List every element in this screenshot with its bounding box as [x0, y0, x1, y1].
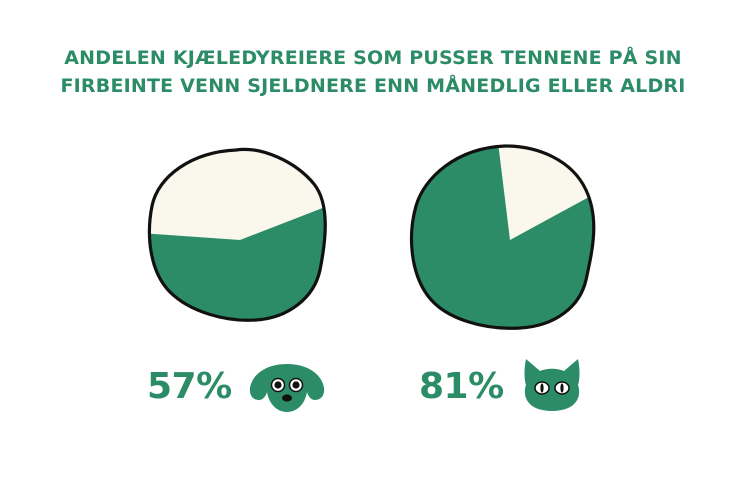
chart-title-line-2: FIRBEINTE VENN SJELDNERE ENN MÅNEDLIG EL…	[60, 75, 686, 97]
chart-title: ANDELEN KJÆLEDYREIERE SOM PUSSER TENNENE…	[0, 44, 746, 100]
chart-title-line-1: ANDELEN KJÆLEDYREIERE SOM PUSSER TENNENE…	[64, 47, 682, 69]
cat-percentage-label: 81%	[419, 366, 504, 407]
pie-dog	[147, 147, 327, 322]
pie-cat	[409, 144, 596, 330]
pie-slice-dog-owners-other	[149, 149, 326, 240]
dog-icon	[249, 364, 325, 412]
pie-dog-outline	[147, 147, 327, 322]
dog-percentage-label: 57%	[147, 366, 232, 407]
cat-icon	[524, 359, 580, 411]
pie-cat-outline	[409, 144, 596, 330]
